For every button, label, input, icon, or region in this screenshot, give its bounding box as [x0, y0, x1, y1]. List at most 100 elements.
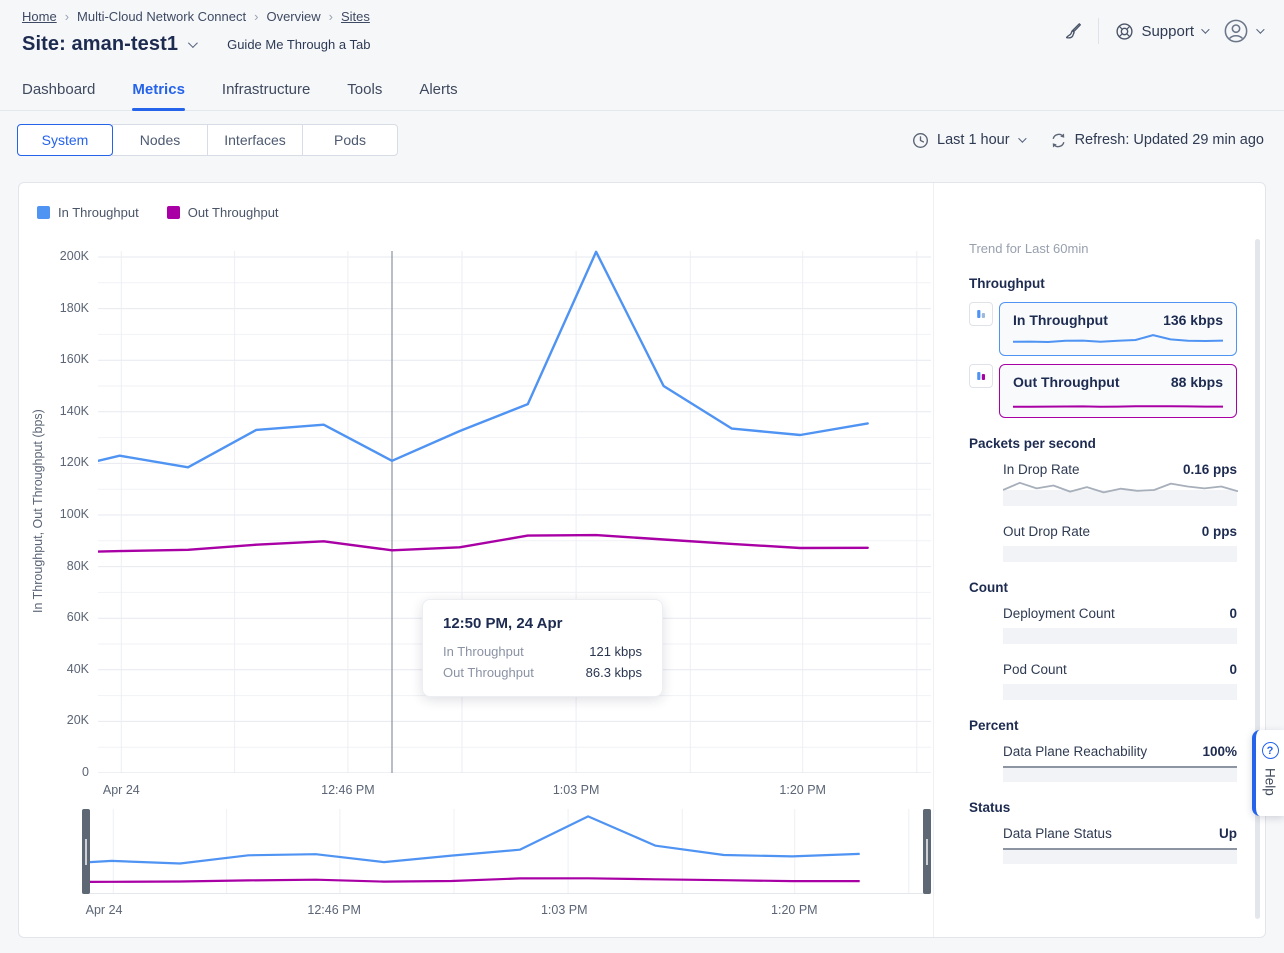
tab-dashboard[interactable]: Dashboard	[22, 69, 95, 111]
breadcrumb-item-mcn[interactable]: Multi-Cloud Network Connect	[77, 9, 246, 24]
subtab-nodes[interactable]: Nodes	[112, 124, 208, 156]
support-menu-button[interactable]: Support	[1115, 22, 1207, 41]
breadcrumb-sites-link[interactable]: Sites	[341, 9, 370, 24]
y-axis-tick-label: 200K	[19, 249, 89, 263]
brush-icon	[1064, 22, 1082, 40]
metric-label: Pod Count	[1003, 662, 1067, 680]
metric-bar	[1003, 684, 1237, 700]
metric-row-pod-count[interactable]: Pod Count 0	[1003, 662, 1237, 700]
card-value: 88 kbps	[1171, 374, 1223, 390]
tab-tools[interactable]: Tools	[347, 69, 382, 111]
y-axis-tick-label: 120K	[19, 455, 89, 469]
card-value: 136 kbps	[1163, 312, 1223, 328]
support-lifebuoy-icon	[1115, 22, 1134, 41]
mini-chart-svg[interactable]	[82, 809, 931, 894]
metric-bar	[1003, 546, 1237, 562]
y-axis-tick-label: 40K	[19, 662, 89, 676]
y-axis-ticks: 020K40K60K80K100K120K140K160K180K200K	[19, 183, 89, 938]
question-mark-icon: ?	[1262, 742, 1279, 759]
metric-bar	[1003, 766, 1237, 782]
metrics-toolbar: System Nodes Interfaces Pods Last 1 hour…	[0, 124, 1284, 156]
time-range-dropdown[interactable]: Last 1 hour	[912, 132, 1024, 149]
header-divider	[1098, 18, 1099, 44]
subtab-pods[interactable]: Pods	[302, 124, 398, 156]
theme-brush-button[interactable]	[1064, 22, 1082, 40]
brush-handle-left[interactable]	[82, 809, 90, 894]
metric-row-in-drop-rate[interactable]: In Drop Rate 0.16 pps	[1003, 462, 1237, 506]
y-axis-tick-label: 20K	[19, 713, 89, 727]
in-throughput-line	[98, 252, 868, 467]
metric-value: 0	[1229, 606, 1237, 624]
metric-value: 100%	[1202, 744, 1237, 762]
refresh-icon	[1050, 132, 1067, 149]
y-axis-tick-label: 160K	[19, 352, 89, 366]
metric-label: Deployment Count	[1003, 606, 1115, 624]
card-label: Out Throughput	[1013, 374, 1120, 390]
tooltip-label: In Throughput	[443, 644, 524, 659]
page-header: Home › Multi-Cloud Network Connect › Ove…	[0, 0, 1284, 59]
in-throughput-chart-type-button[interactable]	[969, 302, 993, 326]
metric-value: 0.16 pps	[1183, 462, 1237, 480]
tooltip-row: Out Throughput 86.3 kbps	[443, 665, 642, 680]
y-axis-tick-label: 80K	[19, 559, 89, 573]
help-tab[interactable]: ? Help	[1252, 730, 1284, 816]
x-axis-tick-label: 1:03 PM	[553, 783, 600, 797]
metric-row-data-plane-reachability[interactable]: Data Plane Reachability 100%	[1003, 744, 1237, 782]
metrics-card: In Throughput Out Throughput In Throughp…	[18, 182, 1266, 938]
sidebar-scrollbar[interactable]	[1255, 239, 1260, 919]
out-throughput-sparkline	[1013, 394, 1223, 410]
y-axis-tick-label: 180K	[19, 301, 89, 315]
legend-out-throughput[interactable]: Out Throughput	[167, 205, 279, 220]
mini-x-axis-tick-label: 1:20 PM	[771, 903, 818, 917]
out-throughput-chart-type-button[interactable]	[969, 364, 993, 388]
in-throughput-card-row: In Throughput 136 kbps	[969, 302, 1237, 356]
in-drop-rate-sparkline	[1003, 480, 1238, 500]
metrics-subtabs: System Nodes Interfaces Pods	[18, 124, 398, 156]
subtab-system[interactable]: System	[17, 124, 113, 156]
out-throughput-swatch	[167, 206, 180, 219]
breadcrumb-home-link[interactable]: Home	[22, 9, 57, 24]
brush-handle-right[interactable]	[923, 809, 931, 894]
y-axis-tick-label: 140K	[19, 404, 89, 418]
clock-icon	[912, 132, 929, 149]
page-title: Site: aman-test1	[22, 33, 178, 56]
y-axis-tick-label: 100K	[19, 507, 89, 521]
metric-bar	[1003, 848, 1237, 864]
tooltip-value: 86.3 kbps	[586, 665, 642, 680]
site-selector-chevron-down-icon[interactable]	[188, 38, 198, 48]
out-throughput-card[interactable]: Out Throughput 88 kbps	[999, 364, 1237, 418]
refresh-button[interactable]: Refresh: Updated 29 min ago	[1050, 132, 1264, 149]
account-menu-button[interactable]	[1223, 18, 1262, 44]
breadcrumb-separator: ›	[254, 9, 258, 24]
tooltip-value: 121 kbps	[589, 644, 642, 659]
tooltip-label: Out Throughput	[443, 665, 534, 680]
chart-tooltip: 12:50 PM, 24 Apr In Throughput 121 kbps …	[422, 599, 663, 697]
x-axis-tick-label: 12:46 PM	[321, 783, 375, 797]
guide-me-link[interactable]: Guide Me Through a Tab	[227, 37, 370, 52]
metric-row-data-plane-status[interactable]: Data Plane Status Up	[1003, 826, 1237, 864]
out-throughput-mini-line	[90, 878, 860, 882]
topbar-actions: Support	[1064, 16, 1262, 46]
metric-label: Data Plane Reachability	[1003, 744, 1147, 762]
y-axis-tick-label: 0	[19, 765, 89, 779]
metric-row-out-drop-rate[interactable]: Out Drop Rate 0 pps	[1003, 524, 1237, 562]
x-axis-tick-label: Apr 24	[103, 783, 140, 797]
section-heading-count: Count	[969, 580, 1237, 595]
tab-metrics[interactable]: Metrics	[132, 69, 185, 111]
out-throughput-card-row: Out Throughput 88 kbps	[969, 364, 1237, 418]
support-label: Support	[1141, 23, 1194, 40]
tab-infrastructure[interactable]: Infrastructure	[222, 69, 310, 111]
breadcrumb-item-overview[interactable]: Overview	[266, 9, 320, 24]
refresh-label: Refresh: Updated 29 min ago	[1075, 132, 1264, 148]
metric-row-deployment-count[interactable]: Deployment Count 0	[1003, 606, 1237, 644]
out-throughput-line	[98, 535, 868, 552]
subtab-interfaces[interactable]: Interfaces	[207, 124, 303, 156]
metric-value: 0	[1229, 662, 1237, 680]
in-throughput-card[interactable]: In Throughput 136 kbps	[999, 302, 1237, 356]
section-packets: Packets per second In Drop Rate 0.16 pps…	[969, 436, 1237, 562]
metric-value: Up	[1219, 826, 1237, 844]
section-count: Count Deployment Count 0 Pod Count 0	[969, 580, 1237, 700]
section-heading-percent: Percent	[969, 718, 1237, 733]
tab-alerts[interactable]: Alerts	[419, 69, 457, 111]
legend-label: Out Throughput	[188, 205, 279, 220]
